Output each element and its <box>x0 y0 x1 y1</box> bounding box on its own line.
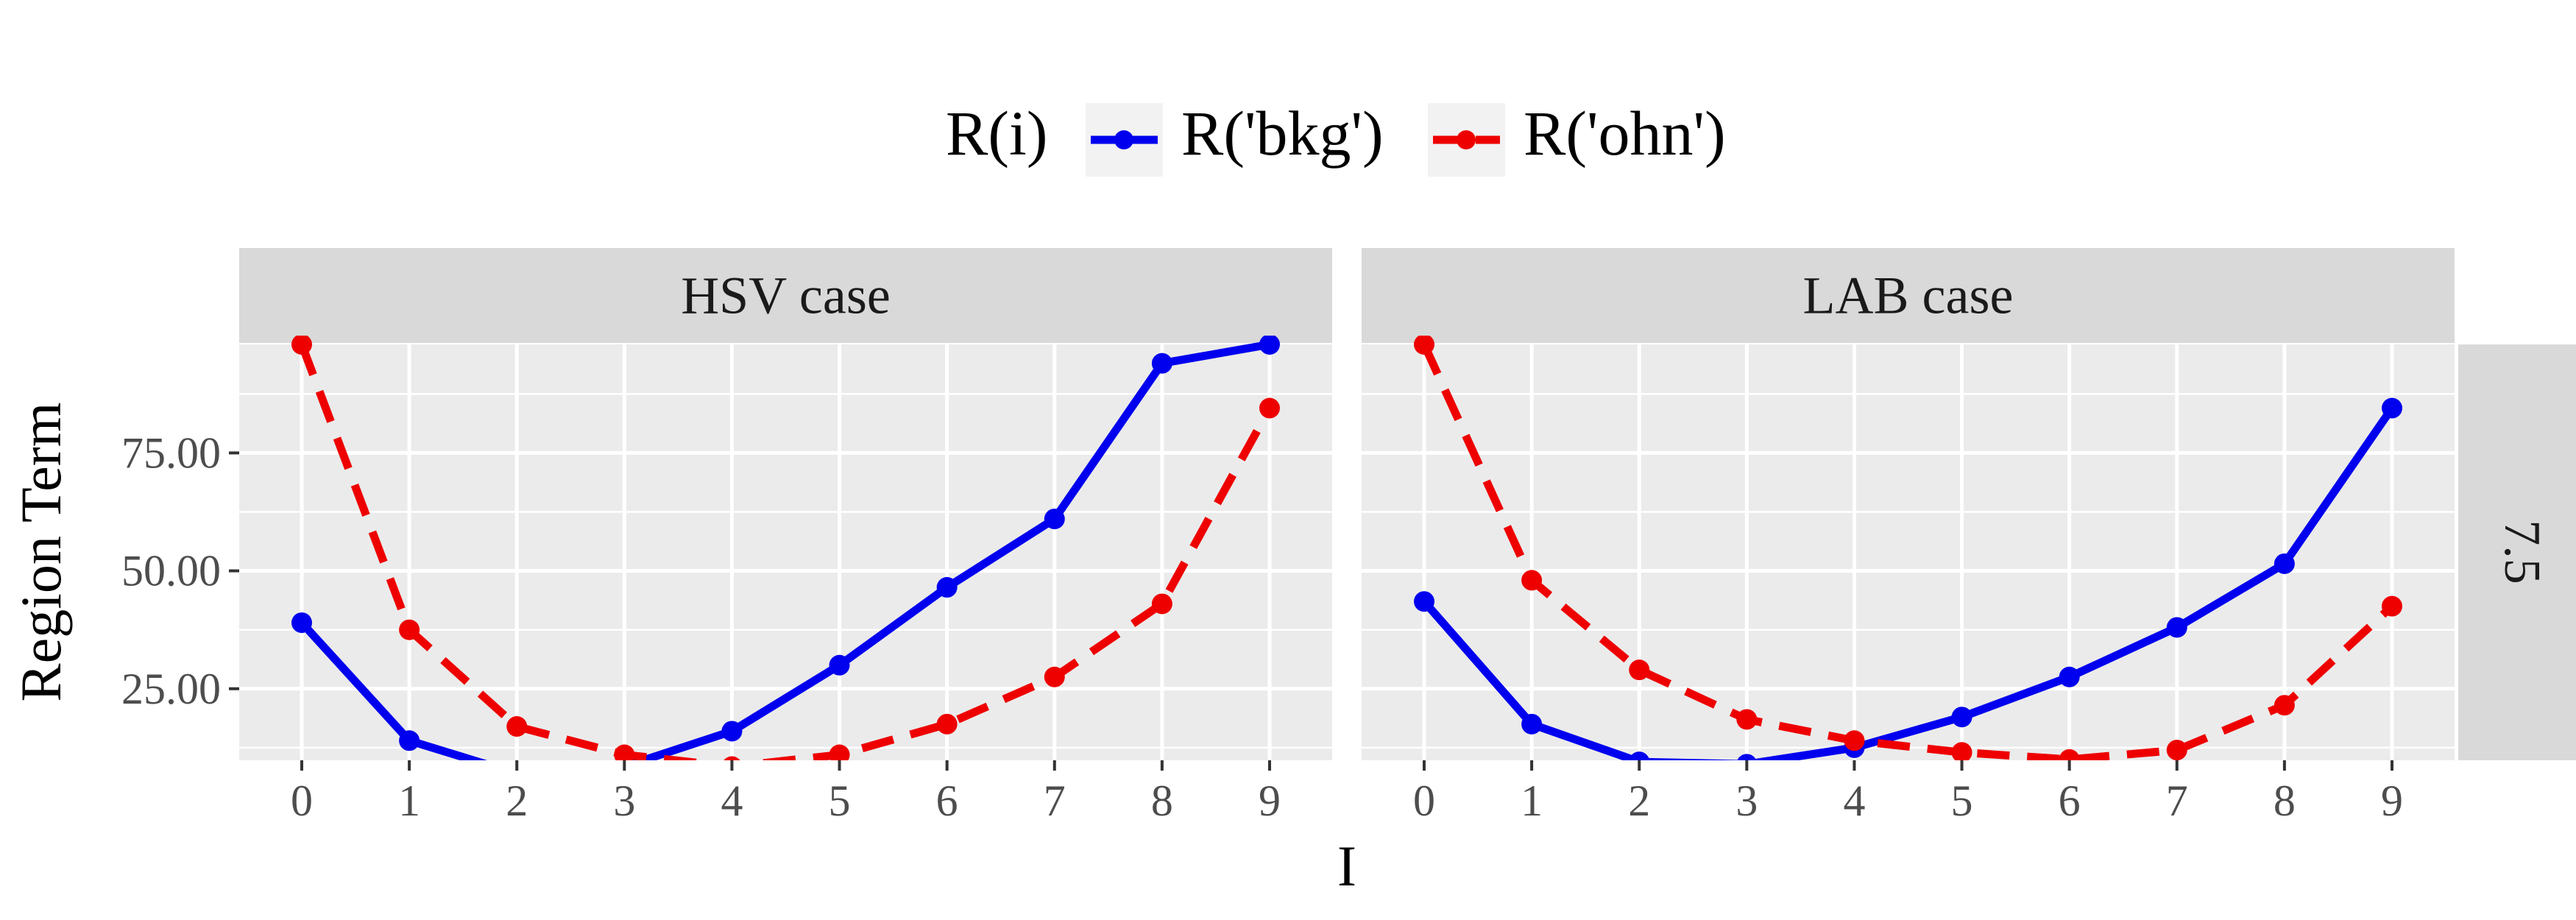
x-tick-label: 2 <box>1628 776 1650 825</box>
data-point-bkg <box>1629 751 1650 760</box>
data-point-ohn <box>1521 570 1543 591</box>
data-point-bkg <box>1414 591 1434 612</box>
x-tick-label: 9 <box>1259 776 1281 825</box>
x-tick-label: 4 <box>721 776 743 825</box>
x-tick-label: 3 <box>1735 776 1758 825</box>
data-point-ohn <box>614 744 635 760</box>
series-group <box>1414 336 2402 760</box>
data-point-bkg <box>721 721 743 742</box>
x-tick-label: 5 <box>1951 776 1973 825</box>
data-point-ohn <box>829 744 850 760</box>
x-tick-label: 7 <box>2166 776 2188 825</box>
plot-background <box>1362 344 2455 760</box>
data-point-bkg <box>1259 336 1280 355</box>
data-point-bkg <box>936 577 958 598</box>
x-tick-label: 9 <box>2381 776 2403 825</box>
x-tick-label: 7 <box>1044 776 1066 825</box>
data-point-ohn <box>2382 595 2402 617</box>
plot-background <box>239 344 1332 760</box>
legend-key-bkg-marker <box>1114 130 1133 149</box>
legend-key-ohn-marker <box>1457 130 1476 149</box>
legend-label-bkg: R('bkg') <box>1181 98 1384 169</box>
data-point-bkg <box>2059 666 2080 687</box>
panel-hsv: HSV case 0 1 2 3 4 5 6 7 8 9 <box>239 248 1332 825</box>
data-point-bkg <box>2274 553 2295 574</box>
legend: R(i) R('bkg') R('ohn') <box>946 98 1726 177</box>
panel-title: LAB case <box>1803 266 2014 325</box>
series-line-ohn <box>1420 342 2395 760</box>
series-line-ohn <box>297 343 1273 760</box>
data-point-bkg <box>1044 509 1065 530</box>
right-strip-label: 7.5 <box>2494 520 2550 584</box>
data-point-bkg <box>1151 353 1172 374</box>
right-strip <box>2458 344 2576 760</box>
data-point-ohn <box>399 619 420 640</box>
data-point-bkg <box>2382 397 2402 419</box>
data-point-bkg <box>1521 713 1543 735</box>
data-point-bkg <box>2166 617 2187 638</box>
data-point-ohn <box>1736 709 1758 730</box>
panel-strip <box>239 248 1332 343</box>
x-tick-label: 6 <box>936 776 958 825</box>
data-point-ohn <box>1259 397 1280 419</box>
series-line-bkg <box>298 340 1270 760</box>
x-tick-label: 4 <box>1843 776 1865 825</box>
data-point-ohn <box>2274 695 2295 716</box>
panel-lab: LAB case 0 1 2 3 4 5 6 7 8 9 <box>1362 248 2455 825</box>
y-tick-label: 75.00 <box>121 428 221 477</box>
x-tick-label: 3 <box>613 776 635 825</box>
series-line-bkg <box>1420 406 2396 760</box>
data-point-ohn <box>2059 749 2080 760</box>
x-tick-label: 2 <box>506 776 528 825</box>
data-point-ohn <box>1414 336 1434 355</box>
x-tick-label: 6 <box>2059 776 2081 825</box>
data-point-ohn <box>723 756 740 760</box>
data-point-ohn <box>1951 742 1972 760</box>
y-axis-title: Region Term <box>9 403 73 702</box>
x-axis-title: I <box>1337 834 1356 898</box>
data-point-ohn <box>1629 659 1650 681</box>
data-point-bkg <box>1951 707 1972 728</box>
data-point-ohn <box>1044 666 1065 687</box>
panel-title: HSV case <box>681 266 891 325</box>
data-point-bkg <box>829 654 850 676</box>
x-tick-label: 0 <box>291 776 313 825</box>
y-tick-label: 50.00 <box>121 547 221 595</box>
x-tick-label: 0 <box>1413 776 1435 825</box>
y-axis: 25.00 50.00 75.00 <box>121 428 239 713</box>
x-tick-label: 8 <box>2274 776 2296 825</box>
legend-label-ohn: R('ohn') <box>1524 98 1726 169</box>
x-tick-label: 5 <box>829 776 851 825</box>
data-point-ohn <box>2166 740 2187 760</box>
series-group <box>291 336 1280 760</box>
data-point-ohn <box>936 713 958 735</box>
data-point-bkg <box>1737 754 1757 760</box>
data-point-ohn <box>1151 593 1172 615</box>
legend-title: R(i) <box>946 98 1048 169</box>
data-point-ohn <box>1844 730 1865 751</box>
data-point-bkg <box>399 730 420 751</box>
y-tick-label: 25.00 <box>121 665 221 713</box>
data-point-bkg <box>291 612 312 634</box>
panel-strip <box>1362 248 2455 343</box>
data-point-ohn <box>291 336 312 355</box>
x-tick-label: 8 <box>1151 776 1173 825</box>
x-tick-label: 1 <box>1521 776 1543 825</box>
x-tick-label: 1 <box>398 776 420 825</box>
data-point-ohn <box>506 716 528 737</box>
